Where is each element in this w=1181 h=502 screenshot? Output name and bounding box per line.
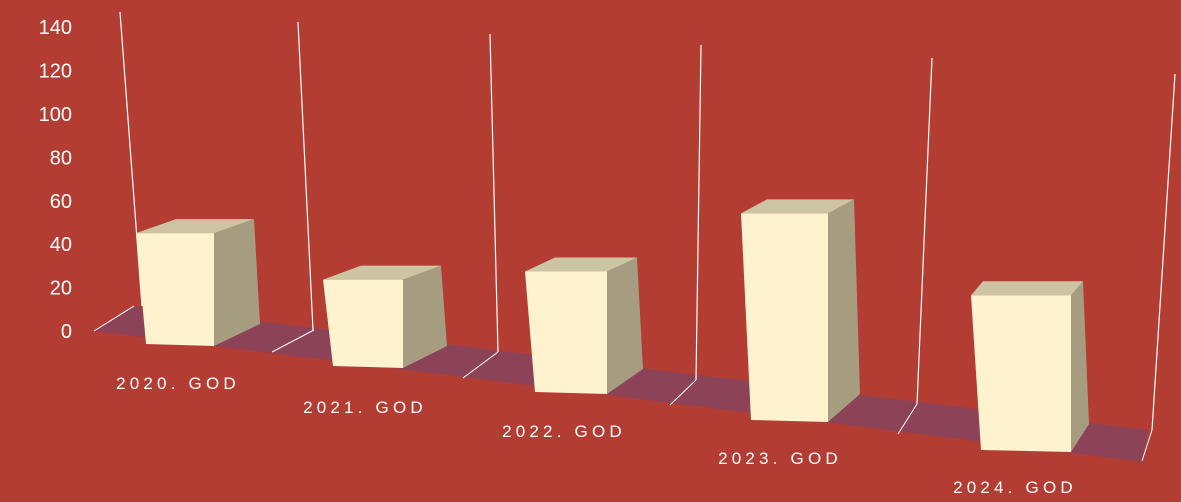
- floor-edge-line: [271, 329, 315, 353]
- bar: [525, 257, 643, 394]
- x-category-label: 2024. GOD: [953, 478, 1077, 497]
- bar-top-face: [323, 265, 441, 280]
- bar-side-face: [1071, 281, 1089, 452]
- bar: [741, 199, 860, 422]
- y-tick-label: 80: [50, 147, 72, 169]
- y-tick-label: 60: [50, 191, 72, 213]
- floor-edge-lines: [93, 305, 1153, 462]
- gridline: [489, 33, 499, 353]
- x-category-label: 2022. GOD: [502, 422, 626, 441]
- bar: [971, 281, 1089, 452]
- bar-front-face: [136, 233, 214, 346]
- bar-front-face: [525, 271, 607, 394]
- bar-side-face: [403, 265, 447, 368]
- gridline: [916, 57, 933, 405]
- gridlines: [119, 11, 1176, 431]
- bar: [136, 219, 260, 346]
- bar-side-face: [607, 257, 643, 394]
- x-category-label: 2020. GOD: [116, 374, 240, 393]
- y-tick-label: 100: [39, 104, 72, 126]
- floor-edge-line: [462, 351, 499, 379]
- bar-front-face: [741, 213, 828, 422]
- bar-side-face: [214, 219, 260, 346]
- floor-edge-line: [669, 379, 697, 406]
- y-tick-label: 120: [39, 61, 72, 83]
- bar-front-face: [323, 279, 403, 368]
- gridline: [1151, 73, 1176, 431]
- bar-top-face: [136, 219, 254, 234]
- bar-front-face: [971, 295, 1071, 452]
- floor-edge-line: [1141, 429, 1153, 462]
- bar-top-face: [741, 199, 854, 214]
- bar: [323, 265, 447, 368]
- floor-edge-line: [897, 403, 918, 435]
- gridline: [297, 21, 314, 331]
- x-axis-labels: 2020. GOD 2021. GOD 2022. GOD 2023. GOD 2024…: [116, 374, 1077, 497]
- y-tick-label: 20: [50, 278, 72, 300]
- bar-series: [136, 199, 1089, 452]
- x-category-label: 2021. GOD: [303, 398, 427, 417]
- bar-top-face: [971, 281, 1083, 296]
- x-category-label: 2023. GOD: [718, 449, 842, 468]
- gridline: [695, 44, 702, 381]
- y-tick-label: 140: [39, 17, 72, 39]
- bar-top-face: [525, 257, 637, 272]
- y-tick-label: 40: [50, 234, 72, 256]
- floor-edge-line: [93, 305, 135, 332]
- y-tick-label: 0: [61, 321, 72, 343]
- y-axis-ticks: 0 20 40 60 80 100 120 140: [39, 17, 72, 343]
- bar-side-face: [828, 199, 860, 422]
